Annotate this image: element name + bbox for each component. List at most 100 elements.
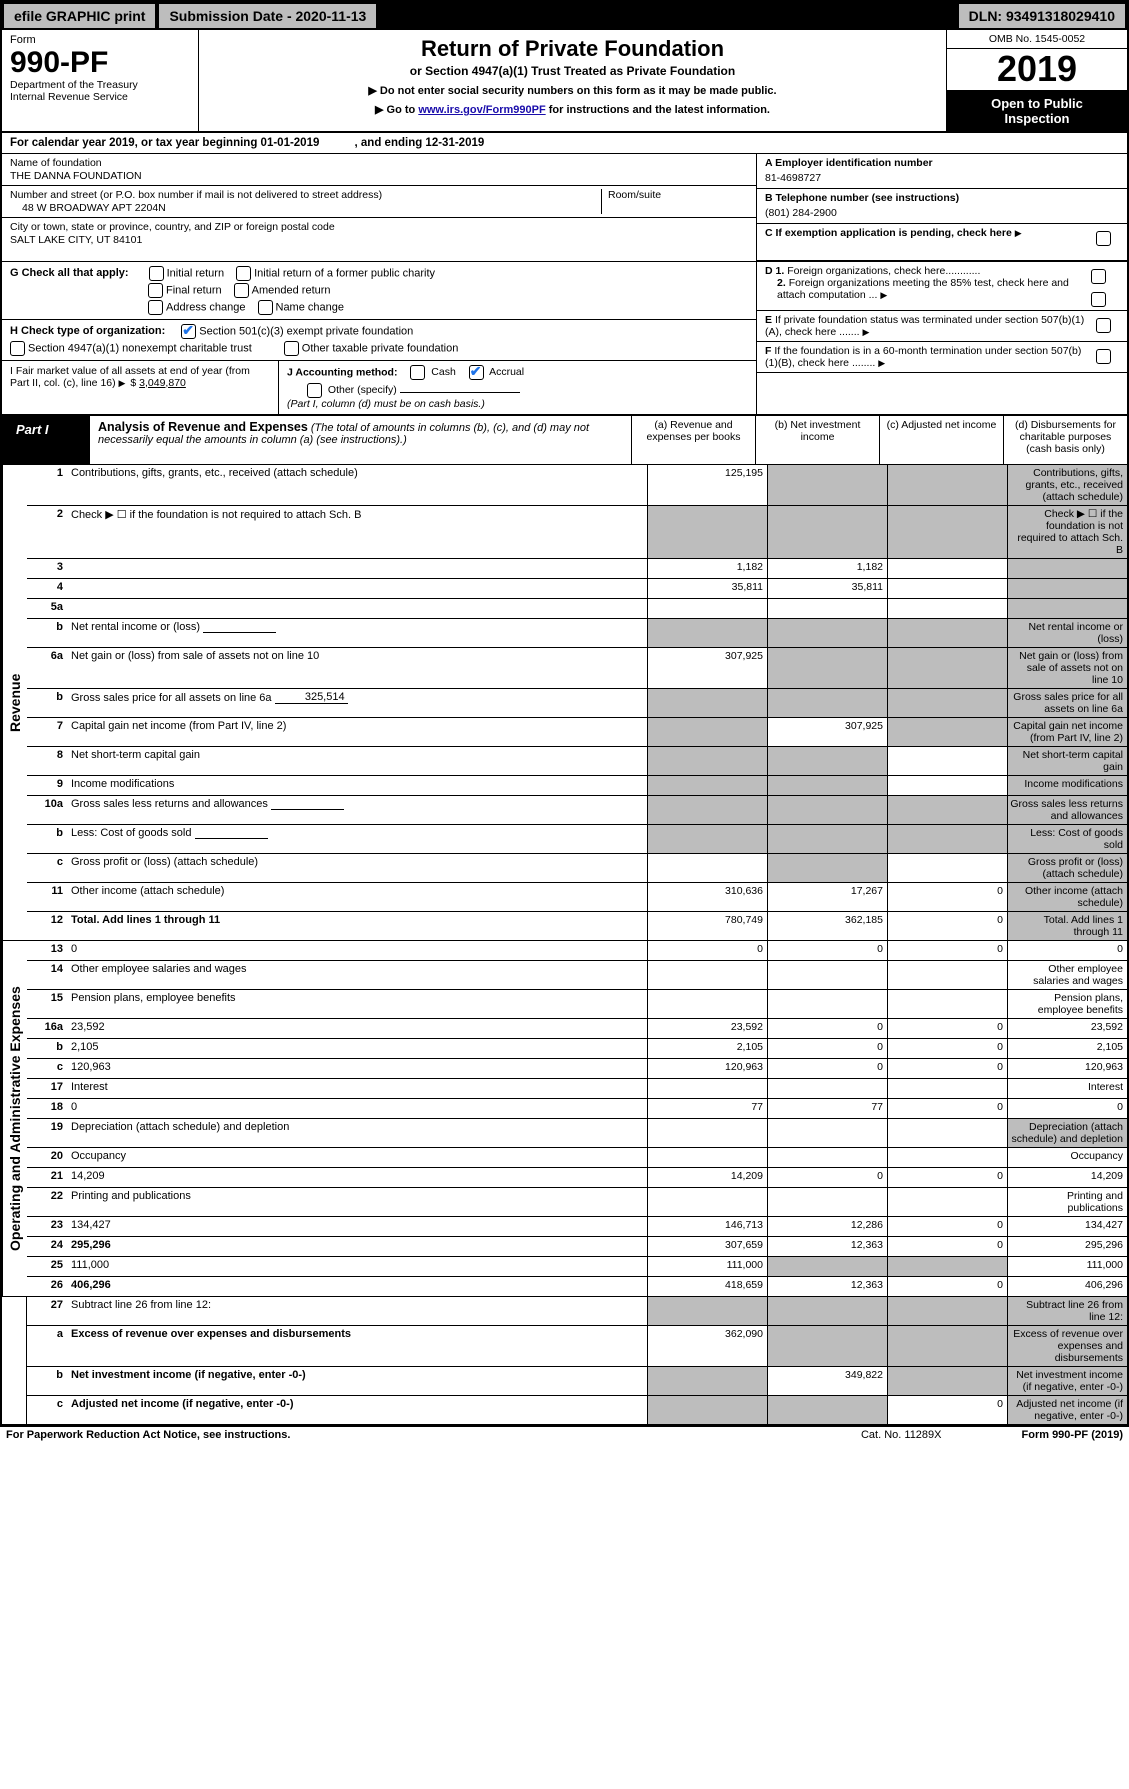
col-c-header: (c) Adjusted net income [879,416,1003,464]
row-r2-col-c [887,506,1007,558]
row-r21-col-b: 0 [767,1168,887,1187]
j-other[interactable] [307,383,322,398]
row-desc [69,599,647,618]
row-desc: Net short-term capital gain [69,747,647,775]
row-r27-col-d: Subtract line 26 from line 12: [1007,1297,1127,1325]
g-initial-return[interactable] [149,266,164,281]
room-label: Room/suite [608,189,748,201]
row-r6b-col-b [767,689,887,717]
row-r27a-col-d: Excess of revenue over expenses and disb… [1007,1326,1127,1366]
row-r14-col-d: Other employee salaries and wages [1007,961,1127,989]
row-r5b-col-b [767,619,887,647]
irs-link[interactable]: www.irs.gov/Form990PF [418,104,545,116]
row-num: 26 [27,1277,69,1296]
i-label: I Fair market value of all assets at end… [10,365,250,389]
row-num: 10a [27,796,69,824]
g-amended-return[interactable] [234,283,249,298]
row-r5a-col-d [1007,599,1127,618]
table-row-r27c: c Adjusted net income (if negative, ente… [27,1395,1127,1424]
g-final-return[interactable] [148,283,163,298]
h-other-taxable[interactable] [284,341,299,356]
row-r23-col-b: 12,286 [767,1217,887,1236]
row-r13-col-c: 0 [887,941,1007,960]
cat-no: Cat. No. 11289X [861,1429,942,1441]
row-r25-col-b [767,1257,887,1276]
submission-date: Submission Date - 2020-11-13 [159,4,376,28]
row-r27c-col-c: 0 [887,1396,1007,1424]
row-desc: Net gain or (loss) from sale of assets n… [69,648,647,688]
efile-print[interactable]: efile GRAPHIC print [4,4,155,28]
row-num: 22 [27,1188,69,1216]
row-r26-col-d: 406,296 [1007,1277,1127,1296]
row-r27c-col-a [647,1396,767,1424]
instr-link-row: ▶ Go to www.irs.gov/Form990PF for instru… [209,103,936,116]
h-501c3[interactable] [181,324,196,339]
row-r1-col-c [887,465,1007,505]
row-num: 17 [27,1079,69,1098]
e-checkbox[interactable] [1096,318,1111,333]
h-label: H Check type of organization: [10,325,165,337]
row-r21-col-d: 14,209 [1007,1168,1127,1187]
f-checkbox[interactable] [1096,349,1111,364]
row-desc: Check ▶ ☐ if the foundation is not requi… [69,506,647,558]
row-desc: Gross profit or (loss) (attach schedule) [69,854,647,882]
table-row-r4: 4 35,81135,811 [27,578,1127,598]
table-row-r24: 24 295,296 307,65912,3630295,296 [27,1236,1127,1256]
part1-title: Analysis of Revenue and Expenses [98,420,308,434]
f-label: If the foundation is in a 60-month termi… [765,345,1081,369]
d2-label: Foreign organizations meeting the 85% te… [777,277,1069,301]
row-r6a-col-b [767,648,887,688]
row-r7-col-d: Capital gain net income (from Part IV, l… [1007,718,1127,746]
row-r14-col-a [647,961,767,989]
row-r18-col-d: 0 [1007,1099,1127,1118]
omb-number: OMB No. 1545-0052 [947,30,1127,49]
row-desc: 23,592 [69,1019,647,1038]
row-r6a-col-d: Net gain or (loss) from sale of assets n… [1007,648,1127,688]
c-pending-checkbox[interactable] [1096,231,1111,246]
row-r27c-col-b [767,1396,887,1424]
row-r16b-col-b: 0 [767,1039,887,1058]
g-name-change[interactable] [258,300,273,315]
col-b-header: (b) Net investment income [755,416,879,464]
row-desc: Other income (attach schedule) [69,883,647,911]
revenue-side-label: Revenue [2,465,27,940]
row-r27a-col-b [767,1326,887,1366]
row-r6a-col-a: 307,925 [647,648,767,688]
row-r21-col-c: 0 [887,1168,1007,1187]
table-row-r6b: b Gross sales price for all assets on li… [27,688,1127,717]
row-r7-col-b: 307,925 [767,718,887,746]
row-desc: Income modifications [69,776,647,795]
row-r9-col-d: Income modifications [1007,776,1127,795]
row-num: 1 [27,465,69,505]
row-r20-col-b [767,1148,887,1167]
city-label: City or town, state or province, country… [10,221,748,233]
row-r19-col-d: Depreciation (attach schedule) and deple… [1007,1119,1127,1147]
row-r23-col-c: 0 [887,1217,1007,1236]
row-num: 13 [27,941,69,960]
instr-suffix: for instructions and the latest informat… [546,104,770,116]
table-row-r27b: b Net investment income (if negative, en… [27,1366,1127,1395]
row-r12-col-b: 362,185 [767,912,887,940]
row-r16c-col-b: 0 [767,1059,887,1078]
row-num: 4 [27,579,69,598]
j-cash[interactable] [410,365,425,380]
row-r4-col-d [1007,579,1127,598]
g-address-change[interactable] [148,300,163,315]
table-row-r10a: 10a Gross sales less returns and allowan… [27,795,1127,824]
d2-checkbox[interactable] [1091,292,1106,307]
h-4947[interactable] [10,341,25,356]
row-num: 2 [27,506,69,558]
row-num: 5a [27,599,69,618]
row-num: 21 [27,1168,69,1187]
row-r18-col-c: 0 [887,1099,1007,1118]
d1-checkbox[interactable] [1091,269,1106,284]
row-num: 12 [27,912,69,940]
j-accrual[interactable] [469,365,484,380]
row-num: 9 [27,776,69,795]
row-num: 7 [27,718,69,746]
row-r20-col-c [887,1148,1007,1167]
row-num: 25 [27,1257,69,1276]
row-r23-col-a: 146,713 [647,1217,767,1236]
row-r17-col-a [647,1079,767,1098]
g-initial-former[interactable] [236,266,251,281]
